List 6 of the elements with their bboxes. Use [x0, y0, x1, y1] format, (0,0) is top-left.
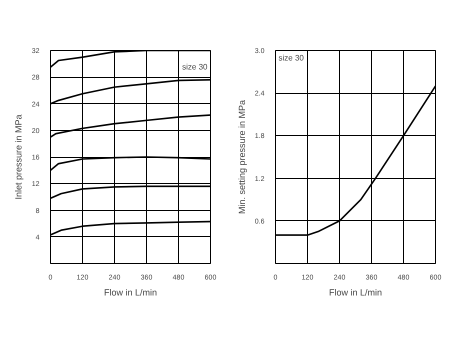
annotation: size 30: [182, 62, 208, 72]
annotation: size 30: [278, 54, 304, 62]
x-axis-title: Flow in L/min: [328, 288, 382, 298]
x-axis-title: Flow in L/min: [104, 288, 158, 298]
y-axis-title: Inlet pressure in MPa: [14, 114, 24, 200]
y-axis-title: Min. setting pressure in MPa: [236, 100, 247, 214]
